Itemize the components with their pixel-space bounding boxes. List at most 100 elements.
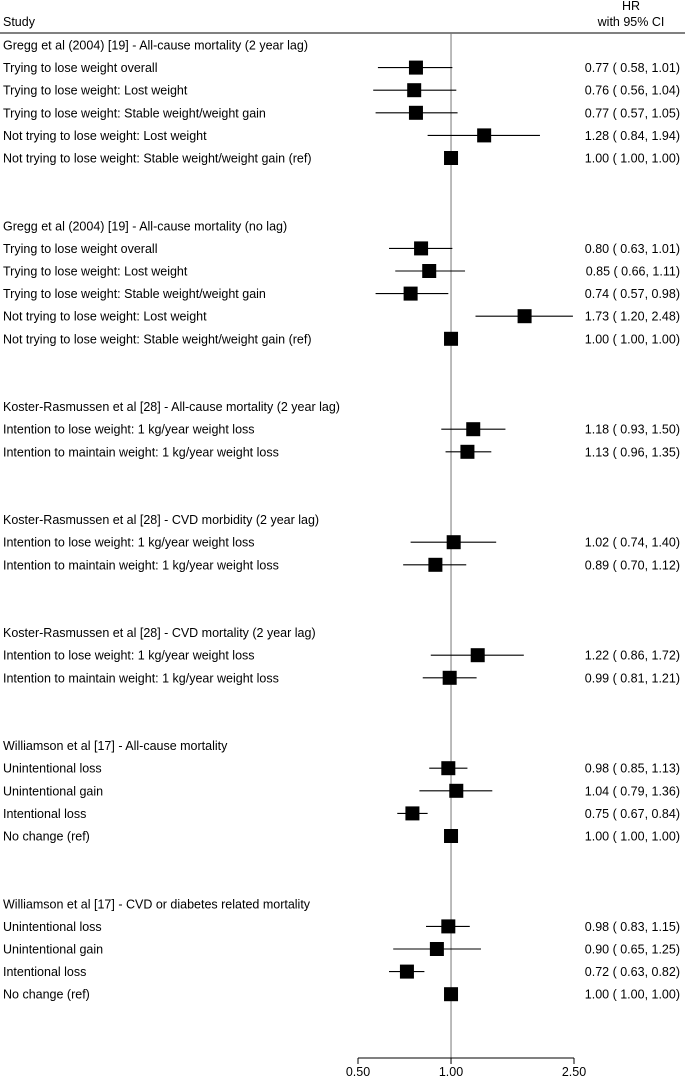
point-estimate-marker bbox=[405, 806, 420, 821]
row-label: Trying to lose weight overall bbox=[3, 61, 157, 75]
plot-header: Study HR with 95% CI bbox=[0, 0, 685, 34]
point-estimate-marker bbox=[407, 83, 422, 98]
point-estimate-marker bbox=[414, 241, 429, 256]
point-estimate-marker bbox=[446, 535, 461, 550]
row-label: Trying to lose weight overall bbox=[3, 242, 157, 256]
row-label: Not trying to lose weight: Lost weight bbox=[3, 310, 207, 324]
hr-ci-value: 0.72 ( 0.63, 0.82) bbox=[585, 965, 680, 979]
table-row: Unintentional loss 0.98 ( 0.85, 1.13) bbox=[3, 761, 680, 776]
hr-ci-value: 1.00 ( 1.00, 1.00) bbox=[585, 332, 680, 346]
table-row: Not trying to lose weight: Lost weight 1.… bbox=[3, 128, 680, 143]
point-estimate-marker bbox=[444, 987, 459, 1002]
hr-ci-value: 1.28 ( 0.84, 1.94) bbox=[585, 129, 680, 143]
group-title: Gregg et al (2004) [19] - All-cause mort… bbox=[3, 39, 308, 53]
study-group: Gregg et al (2004) [19] - All-cause mort… bbox=[3, 219, 680, 346]
table-row: Intention to lose weight: 1 kg/year weig… bbox=[3, 648, 680, 663]
table-row: Unintentional gain 1.04 ( 0.79, 1.36) bbox=[3, 783, 680, 798]
hr-ci-value: 1.13 ( 0.96, 1.35) bbox=[585, 445, 680, 459]
table-row: Not trying to lose weight: Stable weight… bbox=[3, 151, 680, 166]
hr-ci-value: 0.75 ( 0.67, 0.84) bbox=[585, 807, 680, 821]
point-estimate-marker bbox=[408, 105, 423, 120]
group-title: Williamson et al [17] - All-cause mortal… bbox=[3, 739, 228, 753]
table-row: No change (ref) 1.00 ( 1.00, 1.00) bbox=[3, 987, 680, 1002]
group-title: Koster-Rasmussen et al [28] - CVD mortal… bbox=[3, 626, 316, 640]
header-ci: with 95% CI bbox=[597, 15, 665, 29]
table-row: Trying to lose weight: Stable weight/wei… bbox=[3, 286, 680, 301]
point-estimate-marker bbox=[429, 942, 444, 956]
header-study: Study bbox=[3, 15, 36, 29]
x-tick-label: 0.50 bbox=[346, 1065, 370, 1077]
point-estimate-marker bbox=[442, 670, 457, 685]
hr-ci-value: 0.98 ( 0.85, 1.13) bbox=[585, 762, 680, 776]
table-row: Trying to lose weight: Lost weight 0.76 (… bbox=[3, 83, 680, 98]
row-label: Unintentional gain bbox=[3, 943, 103, 957]
row-label: Unintentional gain bbox=[3, 784, 103, 798]
hr-ci-value: 1.00 ( 1.00, 1.00) bbox=[585, 830, 680, 844]
table-row: No change (ref) 1.00 ( 1.00, 1.00) bbox=[3, 829, 680, 844]
table-row: Intention to lose weight: 1 kg/year weig… bbox=[3, 422, 680, 437]
table-row: Trying to lose weight overall 0.77 ( 0.58… bbox=[3, 60, 680, 75]
study-group: Koster-Rasmussen et al [28] - CVD morbid… bbox=[3, 513, 680, 572]
hr-ci-value: 0.76 ( 0.56, 1.04) bbox=[585, 84, 680, 98]
hr-ci-value: 1.02 ( 0.74, 1.40) bbox=[585, 536, 680, 550]
hr-ci-value: 0.90 ( 0.65, 1.25) bbox=[585, 943, 680, 957]
point-estimate-marker bbox=[517, 309, 532, 324]
row-label: Not trying to lose weight: Lost weight bbox=[3, 129, 207, 143]
table-row: Intention to maintain weight: 1 kg/year … bbox=[3, 444, 680, 459]
hr-ci-value: 0.74 ( 0.57, 0.98) bbox=[585, 287, 680, 301]
row-label: Trying to lose weight: Lost weight bbox=[3, 84, 188, 98]
row-label: Trying to lose weight: Stable weight/wei… bbox=[3, 287, 266, 301]
table-row: Intention to maintain weight: 1 kg/year … bbox=[3, 557, 680, 572]
study-group: Koster-Rasmussen et al [28] - All-cause … bbox=[3, 400, 680, 459]
row-label: Trying to lose weight: Lost weight bbox=[3, 265, 188, 279]
hr-ci-value: 1.73 ( 1.20, 2.48) bbox=[585, 310, 680, 324]
point-estimate-marker bbox=[428, 557, 443, 572]
point-estimate-marker bbox=[403, 286, 418, 301]
table-row: Intentional loss 0.75 ( 0.67, 0.84) bbox=[3, 806, 680, 821]
hr-ci-value: 0.80 ( 0.63, 1.01) bbox=[585, 242, 680, 256]
table-row: Trying to lose weight: Lost weight 0.85 (… bbox=[3, 264, 680, 279]
row-label: Intentional loss bbox=[3, 965, 86, 979]
hr-ci-value: 1.04 ( 0.79, 1.36) bbox=[585, 784, 680, 798]
group-title: Koster-Rasmussen et al [28] - CVD morbid… bbox=[3, 513, 319, 527]
hr-ci-value: 1.22 ( 0.86, 1.72) bbox=[585, 649, 680, 663]
point-estimate-marker bbox=[460, 444, 475, 459]
table-row: Not trying to lose weight: Lost weight 1.… bbox=[3, 309, 680, 324]
table-row: Unintentional gain 0.90 ( 0.65, 1.25) bbox=[3, 942, 680, 957]
group-title: Koster-Rasmussen et al [28] - All-cause … bbox=[3, 400, 340, 414]
row-label: Intention to lose weight: 1 kg/year weig… bbox=[3, 649, 255, 663]
row-label: Intention to lose weight: 1 kg/year weig… bbox=[3, 536, 255, 550]
table-row: Trying to lose weight: Stable weight/wei… bbox=[3, 105, 680, 120]
group-title: Williamson et al [17] - CVD or diabetes … bbox=[3, 897, 311, 911]
row-label: Intention to maintain weight: 1 kg/year … bbox=[3, 558, 279, 572]
hr-ci-value: 0.85 ( 0.66, 1.11) bbox=[586, 265, 680, 279]
hr-ci-value: 0.99 ( 0.81, 1.21) bbox=[585, 671, 680, 685]
point-estimate-marker bbox=[444, 829, 459, 843]
table-row: Not trying to lose weight: Stable weight… bbox=[3, 331, 680, 346]
x-tick-label: 1.00 bbox=[439, 1065, 463, 1077]
point-estimate-marker bbox=[408, 60, 423, 75]
hr-ci-value: 0.77 ( 0.57, 1.05) bbox=[585, 106, 680, 120]
row-label: No change (ref) bbox=[3, 988, 90, 1002]
point-estimate-marker bbox=[444, 331, 459, 346]
hr-ci-value: 0.77 ( 0.58, 1.01) bbox=[585, 61, 680, 75]
table-row: Intentional loss 0.72 ( 0.63, 0.82) bbox=[3, 964, 680, 979]
point-estimate-marker bbox=[477, 128, 492, 143]
hr-ci-value: 0.98 ( 0.83, 1.15) bbox=[585, 920, 680, 934]
group-title: Gregg et al (2004) [19] - All-cause mort… bbox=[3, 219, 287, 233]
x-tick-label: 2.50 bbox=[562, 1065, 586, 1077]
row-label: Not trying to lose weight: Stable weight… bbox=[3, 332, 312, 346]
row-label: Intentional loss bbox=[3, 807, 86, 821]
table-row: Unintentional loss 0.98 ( 0.83, 1.15) bbox=[3, 919, 680, 934]
hr-ci-value: 1.18 ( 0.93, 1.50) bbox=[585, 423, 680, 437]
table-row: Intention to maintain weight: 1 kg/year … bbox=[3, 670, 680, 685]
row-label: Intention to maintain weight: 1 kg/year … bbox=[3, 671, 279, 685]
point-estimate-marker bbox=[399, 964, 414, 979]
row-label: Intention to maintain weight: 1 kg/year … bbox=[3, 445, 279, 459]
row-label: No change (ref) bbox=[3, 830, 90, 844]
point-estimate-marker bbox=[441, 919, 456, 934]
study-group: Williamson et al [17] - All-cause mortal… bbox=[3, 739, 680, 843]
header-hr: HR bbox=[622, 0, 640, 13]
study-group: Williamson et al [17] - CVD or diabetes … bbox=[3, 897, 680, 1001]
table-row: Trying to lose weight overall 0.80 ( 0.63… bbox=[3, 241, 680, 256]
